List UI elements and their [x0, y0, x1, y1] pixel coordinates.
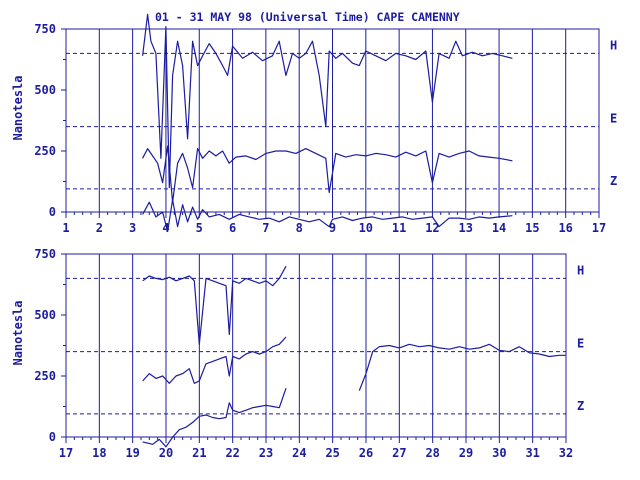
x-tick-label: 5: [196, 221, 203, 235]
x-tick-label: 30: [492, 446, 506, 460]
x-tick-label: 8: [296, 221, 303, 235]
y-tick-label: 750: [34, 247, 56, 261]
component-label-z: Z: [577, 399, 584, 413]
x-tick-label: 22: [225, 446, 239, 460]
series-e-line: [142, 336, 287, 384]
x-tick-label: 6: [229, 221, 236, 235]
y-tick-label: 0: [49, 430, 56, 444]
y-tick-label: 250: [34, 369, 56, 383]
x-tick-label: 26: [359, 446, 373, 460]
x-tick-label: 19: [125, 446, 139, 460]
y-tick-label: 750: [34, 22, 56, 36]
x-tick-label: 2: [96, 221, 103, 235]
x-tick-label: 17: [59, 446, 73, 460]
y-axis-label-bottom: Nanotesla: [11, 300, 25, 365]
x-tick-label: 10: [359, 221, 373, 235]
x-tick-label: 24: [292, 446, 306, 460]
x-tick-label: 11: [392, 221, 406, 235]
x-tick-label: 7: [262, 221, 269, 235]
x-tick-label: 21: [192, 446, 206, 460]
component-label-z: Z: [610, 174, 617, 188]
x-tick-label: 18: [92, 446, 106, 460]
series-h-line: [142, 265, 287, 345]
component-label-e: E: [610, 112, 617, 126]
y-axis-label-top: Nanotesla: [11, 75, 25, 140]
series-z-line: [142, 388, 287, 448]
x-tick-label: 29: [459, 446, 473, 460]
x-tick-label: 15: [525, 221, 539, 235]
x-tick-label: 14: [492, 221, 506, 235]
x-tick-label: 9: [329, 221, 336, 235]
x-tick-label: 4: [162, 221, 169, 235]
x-tick-label: 17: [592, 221, 606, 235]
series-h-line: [142, 13, 513, 189]
y-tick-label: 500: [34, 308, 56, 322]
x-tick-label: 20: [159, 446, 173, 460]
component-label-h: H: [577, 263, 584, 277]
x-tick-label: 16: [558, 221, 572, 235]
x-tick-label: 27: [392, 446, 406, 460]
series-e-line: [142, 145, 513, 203]
x-tick-label: 3: [129, 221, 136, 235]
panel-17-32-days-lower: 17 18 19 20 21 22 23 24 25 26 27 28 29 30 31 32 750 500 25…: [34, 247, 584, 460]
chart-title: 01 - 31 MAY 98 (Universal Time) CAPE CAM…: [155, 10, 460, 24]
x-tick-label: 1: [62, 221, 69, 235]
x-tick-label: 31: [525, 446, 539, 460]
y-tick-label: 500: [34, 83, 56, 97]
x-tick-label: 28: [425, 446, 439, 460]
x-tick-label: 12: [425, 221, 439, 235]
y-tick-label: 250: [34, 144, 56, 158]
y-tick-label: 0: [49, 205, 56, 219]
component-label-e: E: [577, 337, 584, 351]
series-z-line: [142, 199, 513, 233]
x-tick-label: 23: [259, 446, 273, 460]
x-tick-label: 32: [559, 446, 573, 460]
series-e-line: [358, 343, 566, 391]
x-tick-label: 13: [459, 221, 473, 235]
x-tick-label: 25: [325, 446, 339, 460]
component-label-h: H: [610, 38, 617, 52]
